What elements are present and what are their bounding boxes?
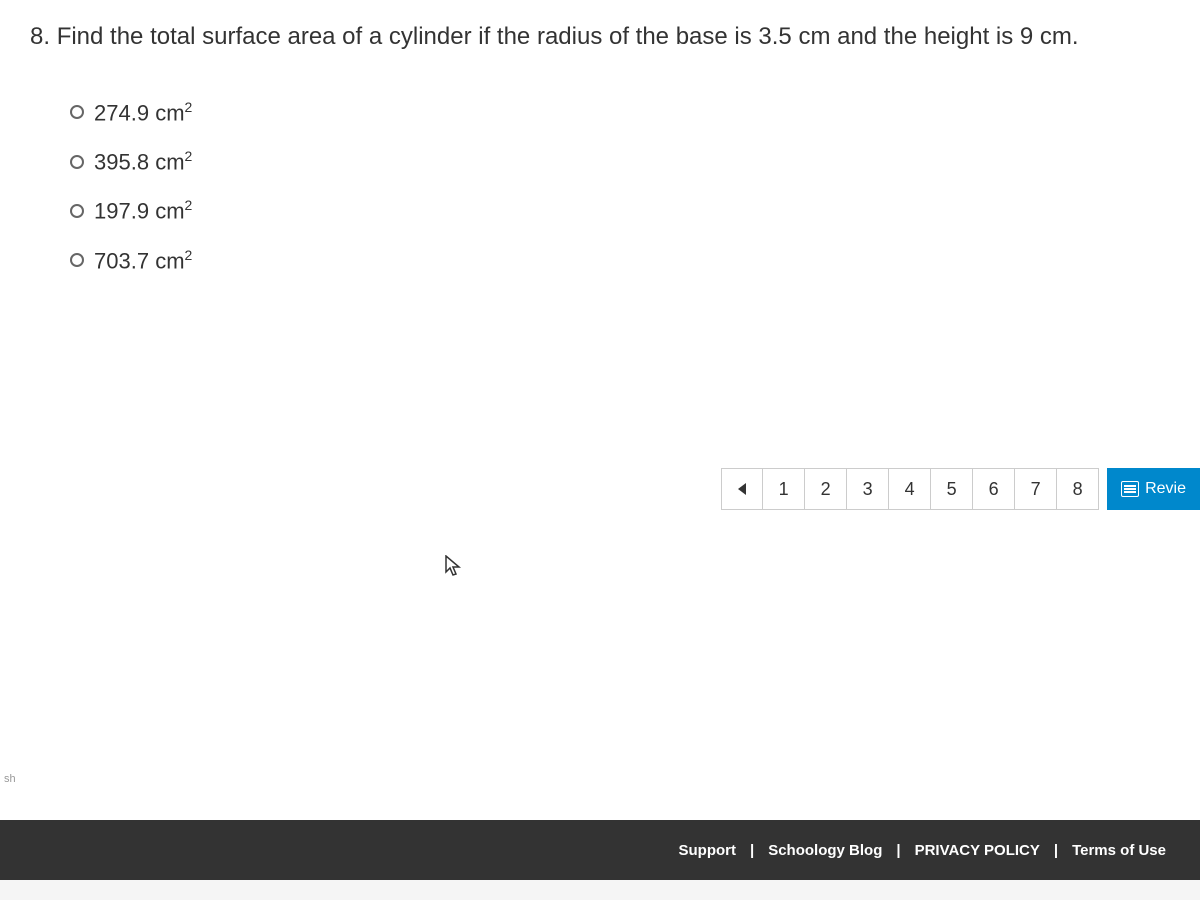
radio-icon[interactable] <box>70 105 84 119</box>
page-number-6[interactable]: 6 <box>973 468 1015 510</box>
radio-icon[interactable] <box>70 204 84 218</box>
option-label: 395.8 cm2 <box>94 148 192 175</box>
page-number-7[interactable]: 7 <box>1015 468 1057 510</box>
options-container: 274.9 cm2 395.8 cm2 197.9 cm2 703.7 cm2 <box>70 99 1170 274</box>
pagination-bar: 1 2 3 4 5 6 7 8 Revie <box>721 468 1200 510</box>
page-number-5[interactable]: 5 <box>931 468 973 510</box>
footer-bar: Support | Schoology Blog | PRIVACY POLIC… <box>0 820 1200 880</box>
question-text: 8. Find the total surface area of a cyli… <box>30 20 1170 54</box>
option-row[interactable]: 197.9 cm2 <box>70 197 1170 224</box>
footer-separator: | <box>750 842 754 859</box>
page-number-4[interactable]: 4 <box>889 468 931 510</box>
option-row[interactable]: 703.7 cm2 <box>70 247 1170 274</box>
footer-link-terms[interactable]: Terms of Use <box>1068 842 1170 859</box>
option-label: 703.7 cm2 <box>94 247 192 274</box>
question-content-area: 8. Find the total surface area of a cyli… <box>0 0 1200 820</box>
page-number-3[interactable]: 3 <box>847 468 889 510</box>
question-block: 8. Find the total surface area of a cyli… <box>30 20 1170 54</box>
footer-links: Support | Schoology Blog | PRIVACY POLIC… <box>674 842 1170 859</box>
review-button[interactable]: Revie <box>1107 468 1200 510</box>
list-icon <box>1121 481 1139 497</box>
footer-separator: | <box>1054 842 1058 859</box>
prev-page-button[interactable] <box>721 468 763 510</box>
question-body: Find the total surface area of a cylinde… <box>57 23 1079 50</box>
radio-icon[interactable] <box>70 253 84 267</box>
side-label: sh <box>4 773 16 785</box>
cursor-icon <box>445 555 463 584</box>
footer-link-privacy[interactable]: PRIVACY POLICY <box>911 842 1044 859</box>
review-button-label: Revie <box>1145 480 1186 498</box>
page-number-2[interactable]: 2 <box>805 468 847 510</box>
chevron-left-icon <box>738 483 746 495</box>
page-number-8[interactable]: 8 <box>1057 468 1099 510</box>
footer-separator: | <box>896 842 900 859</box>
footer-link-support[interactable]: Support <box>674 842 740 859</box>
option-row[interactable]: 274.9 cm2 <box>70 99 1170 126</box>
page-number-1[interactable]: 1 <box>763 468 805 510</box>
option-label: 197.9 cm2 <box>94 197 192 224</box>
footer-link-blog[interactable]: Schoology Blog <box>764 842 886 859</box>
option-label: 274.9 cm2 <box>94 99 192 126</box>
radio-icon[interactable] <box>70 155 84 169</box>
option-row[interactable]: 395.8 cm2 <box>70 148 1170 175</box>
question-number: 8. <box>30 23 50 50</box>
